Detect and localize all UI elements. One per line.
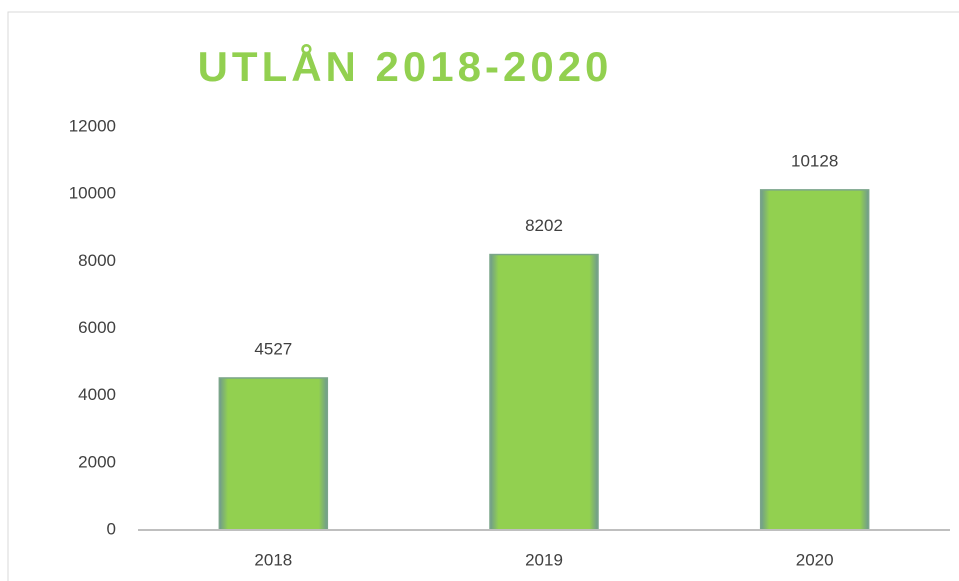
y-tick-label: 2000 [78,452,116,471]
y-tick-label: 6000 [78,318,116,337]
bar [489,253,599,531]
x-tick-label: 2020 [796,550,834,569]
bar [218,377,329,531]
y-tick-label: 0 [107,519,116,538]
data-label: 8202 [525,216,563,235]
data-label: 10128 [791,151,838,170]
y-tick-label: 8000 [78,251,116,270]
y-tick-label: 4000 [78,385,116,404]
chart-border [7,11,959,581]
data-label: 4527 [254,339,292,358]
y-tick-label: 12000 [69,116,116,135]
bar [759,189,870,531]
chart-title: UTLÅN 2018-2020 [198,43,613,90]
y-tick-label: 10000 [69,184,116,203]
x-tick-label: 2018 [254,550,292,569]
x-tick-label: 2019 [525,550,563,569]
